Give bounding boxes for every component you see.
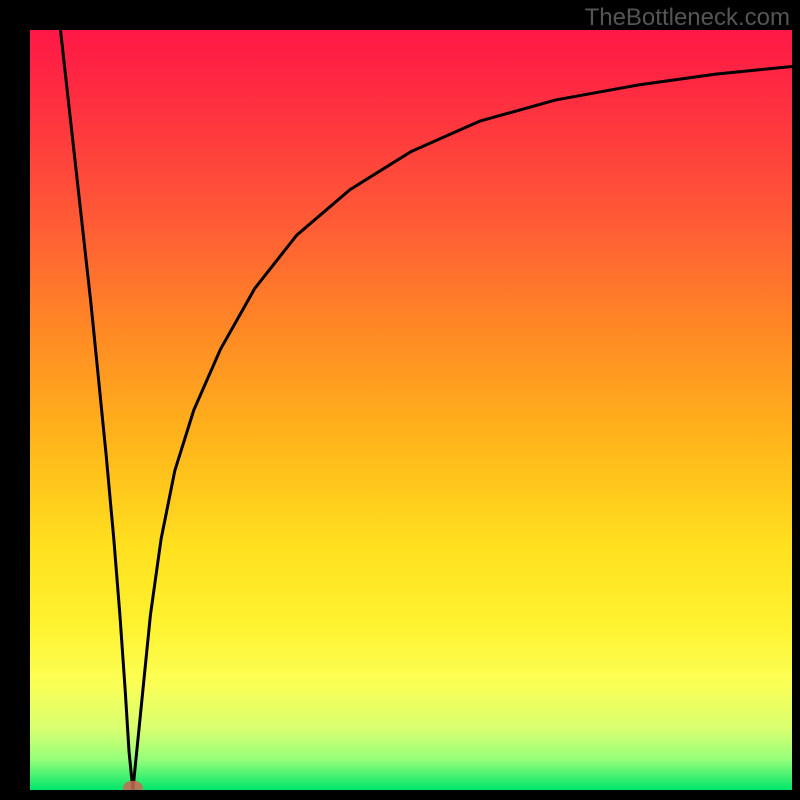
plot-area bbox=[30, 30, 792, 790]
chart-container: TheBottleneck.com bbox=[0, 0, 800, 800]
watermark-text: TheBottleneck.com bbox=[585, 4, 790, 32]
minimum-marker bbox=[123, 781, 143, 790]
curve-overlay bbox=[30, 30, 792, 790]
bottleneck-curve bbox=[60, 30, 792, 790]
